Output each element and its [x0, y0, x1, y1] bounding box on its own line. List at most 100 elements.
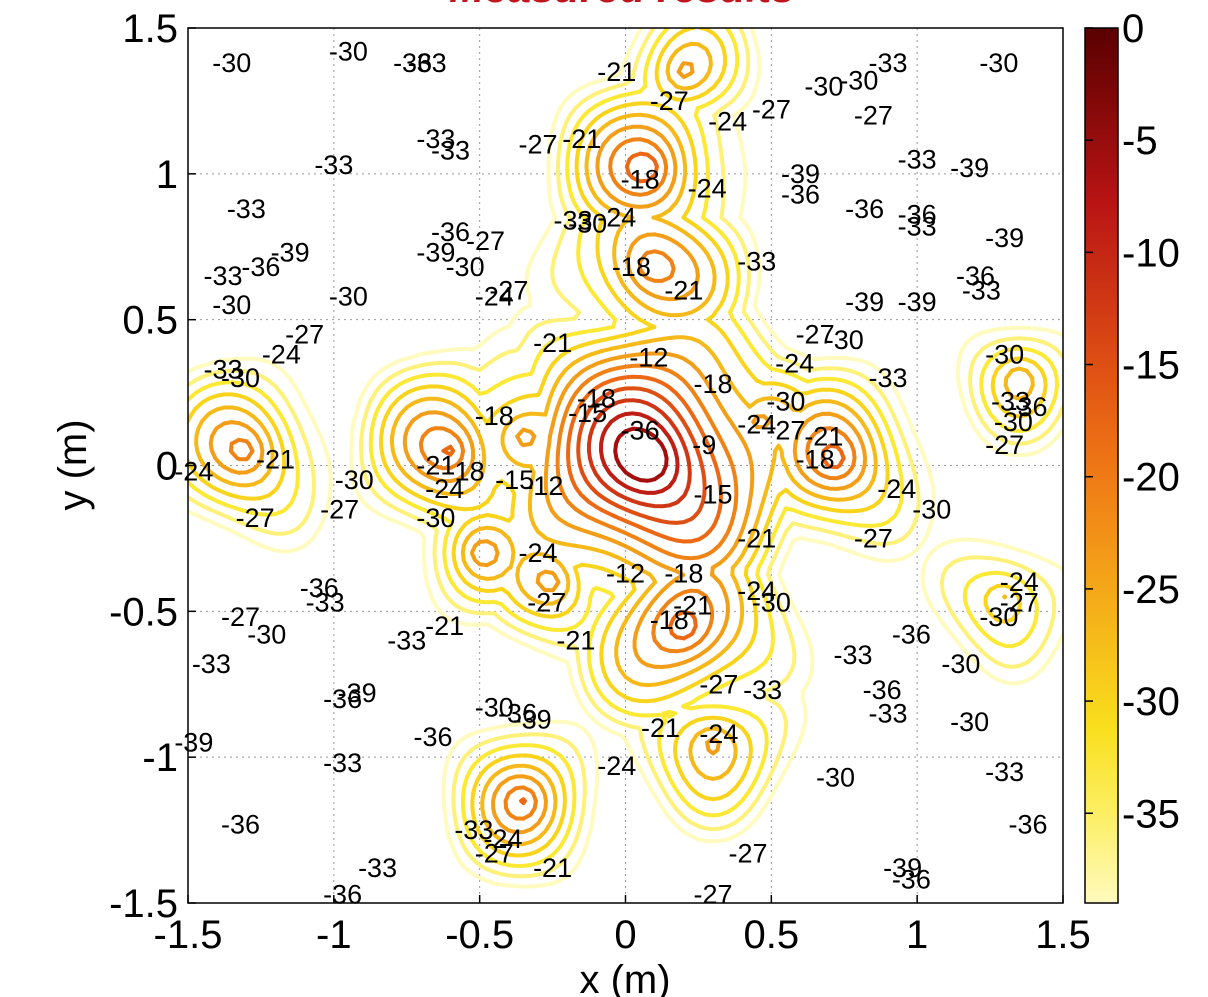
contour-label: -33 [314, 150, 353, 180]
colorbar-tick-label: -5 [1122, 119, 1158, 163]
contour-label: -24 [775, 348, 814, 378]
contour-label: -33 [454, 815, 493, 845]
contour-label: -36 [1008, 392, 1047, 422]
contour-line [188, 28, 1063, 889]
contour-label: -30 [941, 649, 980, 679]
contour-label: -24 [699, 719, 738, 749]
contour-label: -33 [898, 144, 937, 174]
contour-label: -33 [416, 124, 455, 154]
contour-label: -15 [495, 465, 534, 495]
contour-label: -21 [425, 611, 464, 641]
contour-label: -33 [985, 757, 1024, 787]
contour-label: -21 [673, 591, 712, 621]
contour-label: -30 [446, 252, 485, 282]
contour-label: -30 [950, 707, 989, 737]
contour-label: -30 [804, 71, 843, 101]
contour-label: -21 [641, 713, 680, 743]
contour-label: -39 [985, 223, 1024, 253]
contour-label: -12 [629, 343, 668, 373]
x-tick-label: 1 [906, 913, 928, 957]
contour-label: -36 [413, 722, 452, 752]
contour-label: -36 [892, 620, 931, 650]
contour-label: -30 [416, 503, 455, 533]
contour-label: -30 [335, 465, 374, 495]
x-tick-label: 0.5 [744, 913, 800, 957]
contour-label: -36 [1008, 809, 1047, 839]
contour-line [208, 61, 868, 835]
colorbar-tick-label: -35 [1122, 792, 1180, 836]
chart-title: Measured results [449, 0, 794, 11]
contour-label: -27 [1000, 588, 1039, 618]
contour-line [576, 386, 707, 525]
contour-label: -24 [708, 106, 747, 136]
contour-label: -30 [816, 763, 855, 793]
colorbar-tick-label: -10 [1122, 231, 1180, 275]
contour-label: -15 [693, 480, 732, 510]
contour-label: -24 [597, 203, 636, 233]
contour-line [188, 28, 1059, 868]
contour-label: -33 [898, 211, 937, 241]
contour-label: -24 [737, 410, 776, 440]
contour-label: -30 [475, 693, 514, 723]
contour-label: -21 [256, 445, 295, 475]
contour-label: -27 [796, 319, 835, 349]
contour-label: -27 [699, 669, 738, 699]
contour-label: -24 [174, 456, 213, 486]
contour-label: -27 [489, 276, 528, 306]
contour-label: -33 [868, 698, 907, 728]
contour-label: -36 [863, 675, 902, 705]
contour-label: -39 [416, 238, 455, 268]
contour-line [613, 426, 669, 483]
contour-line [599, 411, 680, 495]
contour-label: -30 [979, 602, 1018, 632]
contour-label: -36 [323, 684, 362, 714]
contour-label: -18 [664, 558, 703, 588]
contour-label: -36 [892, 865, 931, 895]
contour-label: -30 [221, 363, 260, 393]
contour-label: -33 [553, 206, 592, 236]
contour-label: -21 [556, 626, 595, 656]
contour-label: -36 [845, 194, 884, 224]
contour-label: -36 [621, 416, 660, 446]
contour-line [228, 137, 857, 821]
contour-label: -36 [300, 573, 339, 603]
contour-label: -30 [912, 494, 951, 524]
contour-label: -39 [781, 159, 820, 189]
contour-label: -33 [868, 363, 907, 393]
contour-label: -15 [568, 398, 607, 428]
contour-label: -30 [329, 281, 368, 311]
contour-label: -33 [358, 853, 397, 883]
contour-label: -39 [338, 678, 377, 708]
colorbar-tick-label: 0 [1122, 7, 1144, 51]
contour-line [188, 28, 1063, 879]
y-tick-label: 1 [156, 153, 178, 197]
y-tick-label: 0.5 [122, 299, 178, 343]
contour-label: -30 [979, 48, 1018, 78]
contour-label: -12 [524, 471, 563, 501]
contour-label: -12 [606, 558, 645, 588]
contour-label: -27 [466, 226, 505, 256]
contour-label: -30 [985, 340, 1024, 370]
contour-label: -33 [737, 246, 776, 276]
contour-label: -33 [227, 194, 266, 224]
contour-label: -39 [513, 704, 552, 734]
contour-label: -27 [236, 503, 275, 533]
colorbar-ramp [1084, 27, 1119, 904]
contour-label: -33 [833, 640, 872, 670]
contour-label: -21 [416, 451, 455, 481]
contour-label: -27 [518, 130, 557, 160]
y-tick-label: 0 [156, 445, 178, 489]
contour-label: -30 [839, 66, 878, 96]
contour-label: -27 [854, 523, 893, 553]
contour-label: -27 [320, 494, 359, 524]
contour-label: -21 [533, 853, 572, 883]
contour-label: -24 [483, 824, 522, 854]
contour-label: -27 [475, 838, 514, 868]
contour-label: -27 [766, 416, 805, 446]
contour-label: -33 [408, 48, 447, 78]
contour-label: -21 [664, 276, 703, 306]
contour-label: -30 [994, 407, 1033, 437]
contour-label: -30 [212, 48, 251, 78]
contour-label: -27 [854, 101, 893, 131]
